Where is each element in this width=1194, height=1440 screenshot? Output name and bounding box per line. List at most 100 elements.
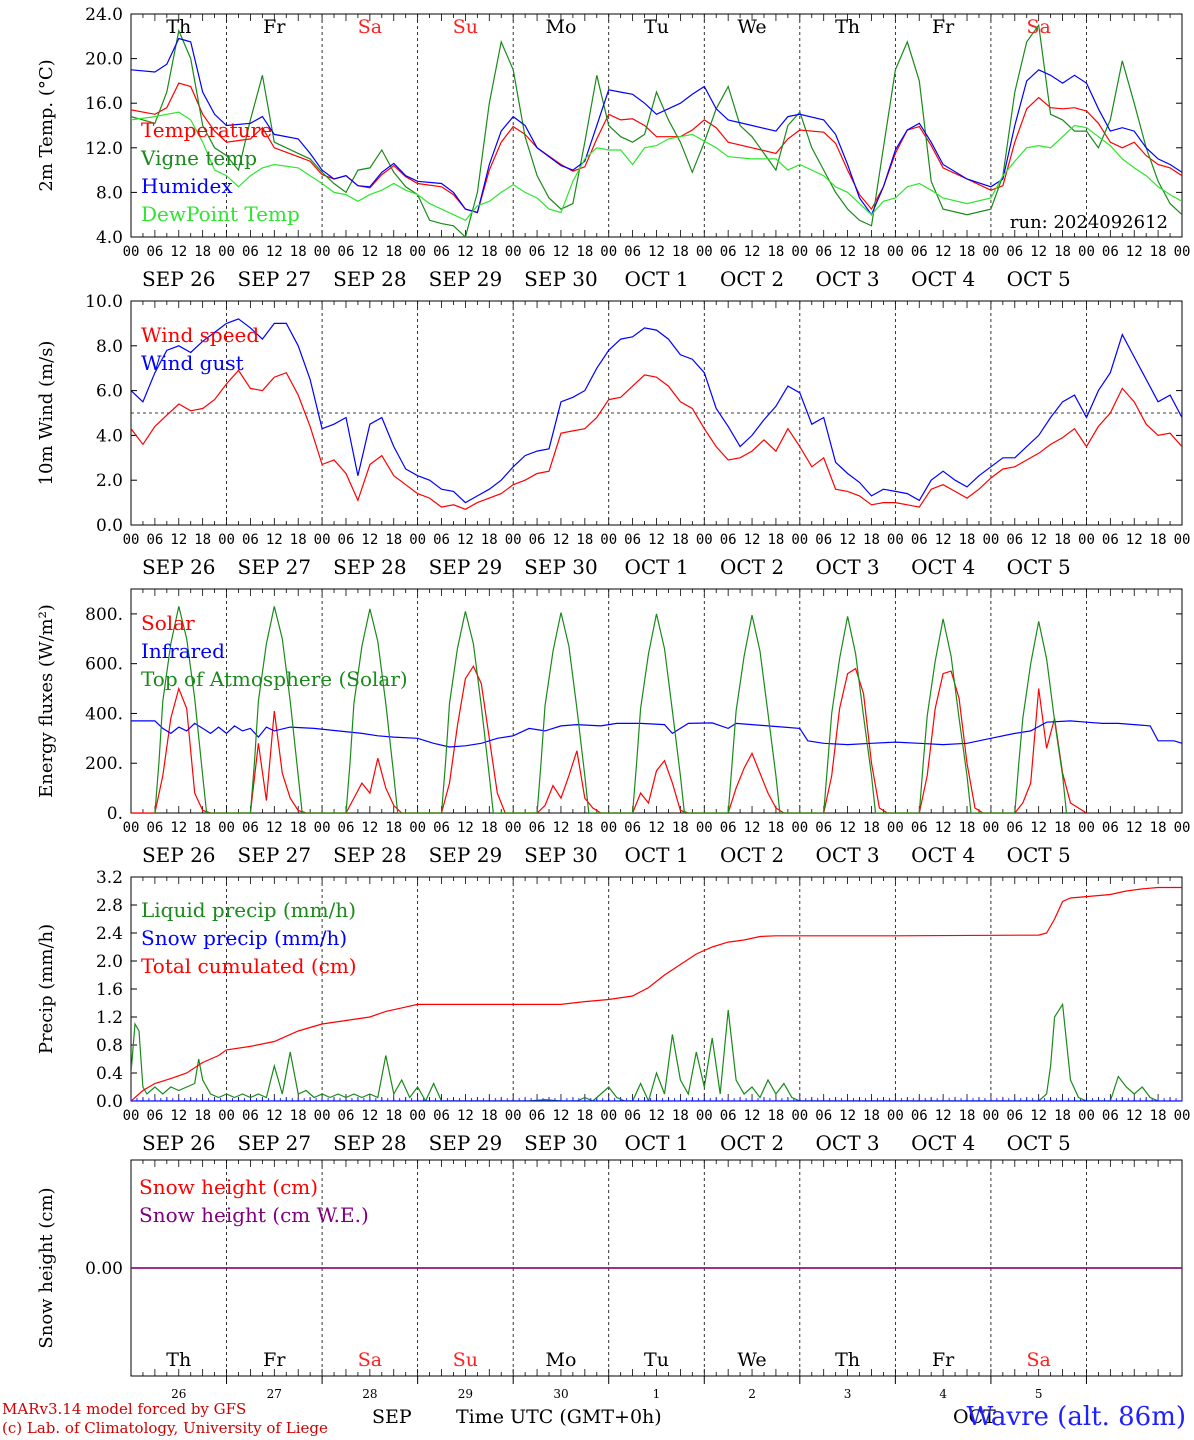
hour-tick-label: 18 [194, 532, 211, 548]
day-number-label: 2 [748, 1387, 756, 1401]
weekday-label: Su [453, 16, 478, 38]
hour-tick-label: 12 [361, 1108, 378, 1124]
snow-height-panel: 0.00 Snow height (cm) Th Fr Sa Su Mo Tu We Th Fr Sa… [36, 1159, 1183, 1401]
y-tick-label: 0.8 [96, 1036, 123, 1056]
precipitation-panel: 0.0 0.4 0.8 1.2 1.6 2.0 2.4 2.8 3.2 Precip (mm/h)… [36, 868, 1190, 1155]
energy-flux-panel: 0. 200. 400. 600. 800. Energy fluxes (W/m²) 00… [36, 588, 1190, 867]
y-tick-label: 2.0 [96, 471, 123, 491]
hour-tick-label: 12 [839, 1108, 856, 1124]
date-label: SEP 26 [142, 843, 216, 867]
hour-tick-label: 12 [457, 532, 474, 548]
hour-tick-label: 12 [744, 532, 761, 548]
weekday-label: Th [835, 16, 860, 38]
y-tick-label: 200. [85, 754, 123, 774]
date-label: OCT 5 [1007, 843, 1071, 867]
hour-tick-label: 06 [433, 244, 450, 260]
hour-tick-label: 06 [1102, 820, 1119, 836]
date-label: SEP 27 [238, 1131, 312, 1155]
credit-lab: (c) Lab. of Climatology, University of L… [2, 1419, 328, 1437]
date-label: OCT 5 [1007, 555, 1071, 579]
legend-entry: Temperature [141, 118, 272, 142]
weekday-label: Sa [358, 16, 382, 38]
date-label: SEP 27 [238, 555, 312, 579]
hour-tick-label: 06 [1102, 1108, 1119, 1124]
y-axis-label: Precip (mm/h) [36, 924, 57, 1054]
hour-tick-label: 18 [959, 244, 976, 260]
hour-tick-label: 06 [146, 532, 163, 548]
hour-tick-label: 00 [1174, 532, 1191, 548]
xaxis-month-label-2: OCT [953, 1406, 996, 1428]
hour-tick-label: 18 [576, 532, 593, 548]
date-label: SEP 26 [142, 1131, 216, 1155]
y-tick-label: 24.0 [85, 5, 123, 25]
date-label: OCT 1 [624, 843, 688, 867]
hour-tick-label: 00 [123, 820, 140, 836]
hour-tick-label: 00 [218, 244, 235, 260]
hour-tick-label: 00 [218, 1108, 235, 1124]
hour-tick-label: 12 [648, 532, 665, 548]
weekday-label: Fr [263, 1349, 286, 1371]
y-tick-label: 4.0 [96, 426, 123, 446]
hour-tick-label: 18 [672, 532, 689, 548]
y-tick-label: 20.0 [85, 50, 123, 70]
y-tick-label: 2.0 [96, 952, 123, 972]
y-tick-label: 3.2 [96, 868, 123, 888]
y-tick-label: 8.0 [96, 183, 123, 203]
hour-tick-label: 18 [290, 1108, 307, 1124]
hour-tick-label: 00 [314, 1108, 331, 1124]
hour-tick-label: 12 [553, 1108, 570, 1124]
date-label: SEP 30 [524, 555, 598, 579]
hour-tick-label: 00 [314, 244, 331, 260]
hour-tick-label: 00 [123, 244, 140, 260]
date-label: SEP 28 [333, 267, 407, 291]
hour-tick-label: 06 [720, 532, 737, 548]
hour-tick-label: 18 [768, 1108, 785, 1124]
y-tick-label: 1.6 [96, 980, 123, 1000]
hour-tick-label: 06 [242, 532, 259, 548]
run-label: run: 2024092612 [1010, 212, 1168, 233]
hour-tick-label: 00 [409, 820, 426, 836]
hour-tick-label: 00 [218, 532, 235, 548]
hour-tick-label: 06 [146, 820, 163, 836]
hour-tick-label: 12 [648, 244, 665, 260]
hour-tick-label: 12 [553, 244, 570, 260]
hour-tick-label: 12 [553, 820, 570, 836]
y-tick-label: 4.0 [96, 228, 123, 248]
date-label: SEP 29 [429, 267, 503, 291]
hour-tick-label: 06 [624, 244, 641, 260]
hour-tick-label: 12 [553, 532, 570, 548]
y-tick-label: 8.0 [96, 337, 123, 357]
hour-tick-label: 18 [1054, 532, 1071, 548]
hour-tick-label: 12 [457, 244, 474, 260]
series-line [131, 369, 1182, 510]
hour-tick-label: 00 [1078, 532, 1095, 548]
hour-tick-label: 18 [385, 244, 402, 260]
hour-tick-label: 12 [266, 244, 283, 260]
hour-tick-label: 06 [338, 1108, 355, 1124]
hour-tick-label: 18 [768, 820, 785, 836]
hour-tick-label: 06 [529, 820, 546, 836]
hour-tick-label: 00 [218, 820, 235, 836]
weekday-label: Th [166, 1349, 191, 1371]
hour-tick-label: 00 [696, 532, 713, 548]
date-label: SEP 29 [429, 1131, 503, 1155]
date-label: OCT 1 [624, 1131, 688, 1155]
date-label: OCT 4 [911, 555, 975, 579]
hour-tick-label: 12 [361, 532, 378, 548]
legend-entry: Liquid precip (mm/h) [141, 898, 356, 922]
y-tick-label: 400. [85, 704, 123, 724]
hour-tick-label: 06 [720, 244, 737, 260]
y-tick-label: 6.0 [96, 382, 123, 402]
hour-tick-label: 12 [744, 244, 761, 260]
plot-frame [130, 588, 1183, 814]
hour-tick-label: 06 [911, 244, 928, 260]
hour-tick-label: 12 [744, 820, 761, 836]
weekday-label: Fr [932, 1349, 955, 1371]
hour-tick-label: 00 [409, 1108, 426, 1124]
series-line [131, 1002, 1159, 1101]
wind-panel: 0.0 2.0 4.0 6.0 8.0 10.0 10m Wind (m/s) 00 06 12 1… [36, 292, 1191, 579]
hour-tick-label: 06 [1006, 820, 1023, 836]
hour-tick-label: 06 [242, 1108, 259, 1124]
hour-tick-label: 06 [146, 244, 163, 260]
day-number-label: 4 [939, 1387, 947, 1401]
